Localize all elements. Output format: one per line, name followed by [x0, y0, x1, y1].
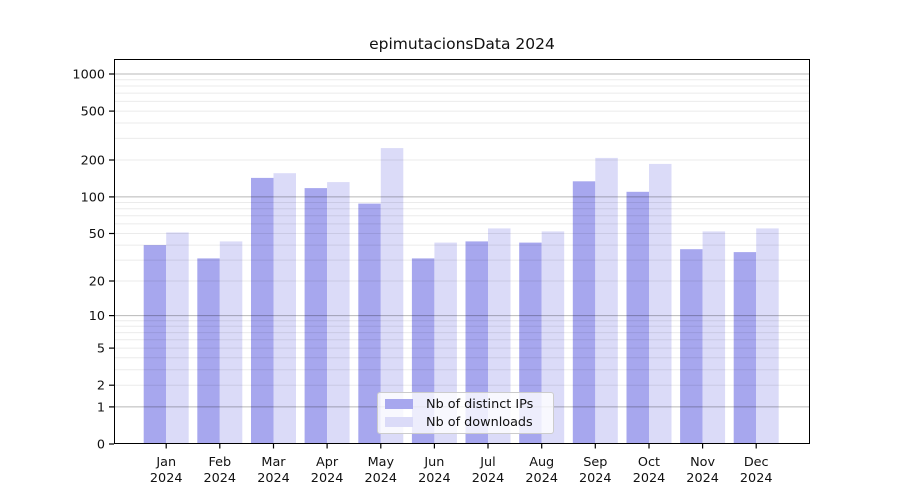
plot-border [114, 59, 810, 444]
x-tick-label: 2024 [365, 471, 398, 486]
bar-downloads-apr [327, 182, 350, 444]
x-tick-label: 2024 [150, 471, 183, 486]
bar-downloads-feb [219, 241, 243, 444]
legend-swatch-distinct-ips [385, 399, 413, 409]
x-tick-label: Sep [583, 455, 607, 470]
bar-downloads-oct [649, 163, 672, 444]
grid-group [114, 73, 810, 408]
legend-label-distinct-ips: Nb of distinct IPs [426, 396, 534, 412]
x-tick-label: Oct [638, 455, 660, 470]
bar-ips-dec [733, 252, 757, 444]
legend-item-downloads: Nb of downloads [378, 413, 553, 431]
x-tick-label: 2024 [525, 471, 558, 486]
x-tick-label: Jan [155, 455, 176, 470]
bar-downloads-aug [541, 231, 565, 444]
x-tick-label: Aug [529, 455, 554, 470]
bar-downloads-nov [702, 231, 726, 444]
x-tick-label: Mar [261, 455, 286, 470]
x-tick-label: 2024 [204, 471, 237, 486]
y-tick-label: 200 [81, 154, 105, 169]
y-tick-label: 2 [97, 379, 105, 394]
bar-ips-oct [626, 191, 649, 444]
y-tick-label: 0 [97, 438, 105, 453]
y-tick-label: 50 [89, 227, 105, 242]
x-tick-label: Apr [316, 455, 339, 470]
y-tick-label: 1 [97, 400, 105, 415]
x-tick-label: 2024 [418, 471, 451, 486]
x-tick-label: 2024 [740, 471, 773, 486]
y-tick-label: 100 [81, 190, 105, 205]
y-tick-label: 1000 [72, 68, 105, 83]
x-tick-label: 2024 [579, 471, 612, 486]
x-tick-label: Dec [744, 455, 769, 470]
chart-title: epimutacionsData 2024 [369, 35, 555, 53]
x-tick-label: 2024 [472, 471, 505, 486]
border-group [114, 59, 810, 444]
x-tick-label: 2024 [686, 471, 719, 486]
bar-downloads-may [380, 148, 404, 444]
bar-ips-apr [304, 188, 328, 444]
x-tick-label: Feb [208, 455, 231, 470]
y-tick-label: 20 [89, 275, 105, 290]
x-tick-label: Jun [423, 455, 444, 470]
x-tick-label: 2024 [311, 471, 344, 486]
bar-ips-nov [680, 249, 703, 444]
bar-downloads-sep [595, 157, 618, 444]
legend-label-downloads: Nb of downloads [426, 414, 533, 430]
bar-ips-mar [251, 177, 274, 444]
y-tick-label: 5 [97, 342, 105, 357]
y-tick-label: 500 [81, 105, 105, 120]
bar-downloads-mar [273, 173, 296, 444]
legend: Nb of distinct IPs Nb of downloads [377, 392, 554, 434]
bar-ips-may [358, 203, 381, 444]
legend-item-distinct-ips: Nb of distinct IPs [378, 395, 553, 413]
x-tick-label: 2024 [257, 471, 290, 486]
bar-ips-sep [572, 181, 596, 445]
x-tick-label: Nov [690, 455, 715, 470]
x-tick-label: May [368, 455, 395, 470]
x-axis: Jan2024Feb2024Mar2024Apr2024May2024Jun20… [150, 444, 773, 486]
x-tick-label: 2024 [633, 471, 666, 486]
bar-downloads-jul [488, 228, 511, 444]
bar-ips-feb [197, 258, 220, 444]
x-tick-label: Jul [479, 455, 495, 470]
bar-downloads-dec [756, 228, 779, 444]
bar-downloads-jan [166, 232, 189, 444]
y-tick-label: 10 [89, 309, 105, 324]
legend-swatch-downloads [385, 417, 413, 427]
y-axis: 0 1 2 5 10 20 50 100 200 500 1000 [72, 68, 114, 453]
bar-ips-jan [143, 245, 167, 444]
